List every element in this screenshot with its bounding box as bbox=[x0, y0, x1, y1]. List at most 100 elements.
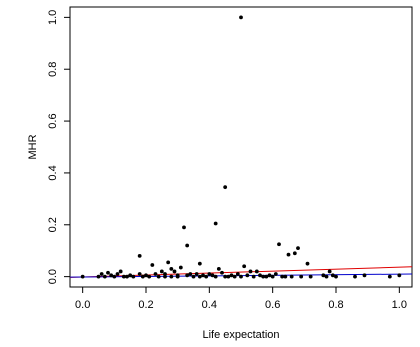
x-tick-label: 1.0 bbox=[392, 299, 407, 311]
data-point bbox=[197, 274, 202, 279]
data-point bbox=[96, 274, 101, 279]
data-point bbox=[321, 273, 326, 278]
data-point bbox=[172, 269, 177, 274]
data-point bbox=[299, 274, 304, 279]
data-point bbox=[112, 274, 117, 279]
data-point bbox=[156, 274, 161, 279]
x-tick-label: 0.2 bbox=[138, 299, 153, 311]
data-point bbox=[216, 266, 221, 271]
data-point bbox=[207, 272, 212, 276]
x-axis-label: Life expectation bbox=[202, 329, 279, 341]
data-point bbox=[115, 272, 120, 276]
data-point bbox=[226, 274, 231, 279]
data-point bbox=[286, 252, 291, 257]
data-point bbox=[178, 265, 183, 270]
data-point bbox=[169, 266, 174, 271]
data-point bbox=[334, 274, 338, 279]
data-point bbox=[397, 273, 402, 278]
data-point bbox=[169, 274, 174, 279]
data-point bbox=[280, 274, 285, 279]
data-point bbox=[185, 243, 190, 248]
axes: 0.0 0.2 0.4 0.6 0.8 1.0 0.0 0.2 0.4 0.6 0.8 1.0 bbox=[47, 10, 407, 311]
y-tick-label: 0.2 bbox=[47, 217, 59, 232]
data-point bbox=[106, 270, 110, 275]
data-point bbox=[102, 274, 107, 279]
data-point bbox=[159, 269, 164, 274]
data-point bbox=[283, 274, 288, 279]
data-point bbox=[109, 273, 114, 278]
data-point bbox=[362, 273, 367, 278]
data-point bbox=[353, 274, 357, 279]
data-point bbox=[213, 221, 218, 226]
data-point bbox=[235, 272, 240, 276]
data-point bbox=[327, 269, 332, 274]
y-tick-label: 1.0 bbox=[47, 10, 59, 25]
data-point bbox=[261, 274, 266, 279]
data-point bbox=[292, 251, 297, 256]
data-point bbox=[220, 270, 224, 275]
data-point bbox=[99, 272, 104, 276]
data-point bbox=[150, 263, 155, 267]
data-points bbox=[80, 15, 402, 279]
data-point bbox=[210, 273, 215, 278]
data-point bbox=[245, 273, 250, 278]
data-point bbox=[213, 274, 218, 279]
data-point bbox=[223, 274, 228, 279]
data-point bbox=[324, 274, 329, 279]
data-point bbox=[270, 274, 275, 279]
x-tick-label: 0.0 bbox=[75, 299, 90, 311]
x-tick-label: 0.8 bbox=[328, 299, 343, 311]
data-point bbox=[251, 274, 256, 279]
data-point bbox=[188, 272, 193, 276]
data-point bbox=[131, 274, 136, 279]
data-point bbox=[194, 272, 199, 276]
plot-layer bbox=[69, 6, 413, 288]
data-point bbox=[191, 274, 196, 279]
data-point bbox=[153, 272, 158, 276]
data-point bbox=[147, 274, 152, 279]
data-point bbox=[121, 274, 126, 279]
y-tick-label: 0.6 bbox=[47, 113, 59, 128]
data-point bbox=[305, 261, 310, 266]
data-point bbox=[267, 273, 272, 278]
data-point bbox=[204, 274, 209, 279]
data-point bbox=[330, 273, 335, 278]
data-point bbox=[128, 273, 133, 278]
data-point bbox=[201, 273, 205, 278]
data-point bbox=[137, 253, 142, 258]
data-point bbox=[223, 185, 228, 190]
data-point bbox=[80, 274, 85, 279]
data-point bbox=[242, 264, 247, 269]
data-point bbox=[185, 273, 190, 278]
data-point bbox=[387, 274, 392, 279]
data-point bbox=[239, 15, 243, 20]
data-point bbox=[163, 274, 167, 279]
data-point bbox=[197, 261, 202, 266]
data-point bbox=[144, 273, 148, 278]
y-tick-label: 0.4 bbox=[47, 165, 59, 180]
data-point bbox=[182, 225, 186, 230]
data-point bbox=[166, 260, 171, 265]
data-point bbox=[277, 242, 281, 247]
data-point bbox=[239, 274, 243, 279]
y-tick-label: 0.8 bbox=[47, 62, 59, 77]
x-tick-label: 0.6 bbox=[265, 299, 280, 311]
data-point bbox=[118, 269, 123, 274]
data-point bbox=[125, 274, 129, 279]
data-point bbox=[175, 274, 180, 279]
y-axis-label: MHR bbox=[27, 134, 39, 159]
data-point bbox=[248, 269, 253, 274]
data-point bbox=[137, 272, 142, 276]
data-point bbox=[289, 274, 294, 279]
data-point bbox=[264, 274, 269, 279]
y-tick-label: 0.0 bbox=[47, 269, 59, 284]
data-point bbox=[232, 274, 237, 279]
data-point bbox=[273, 272, 278, 276]
data-point bbox=[254, 269, 259, 274]
data-point bbox=[140, 274, 145, 279]
data-point bbox=[296, 246, 300, 251]
data-point bbox=[258, 273, 262, 278]
data-point bbox=[229, 273, 234, 278]
plot-frame bbox=[69, 6, 413, 288]
